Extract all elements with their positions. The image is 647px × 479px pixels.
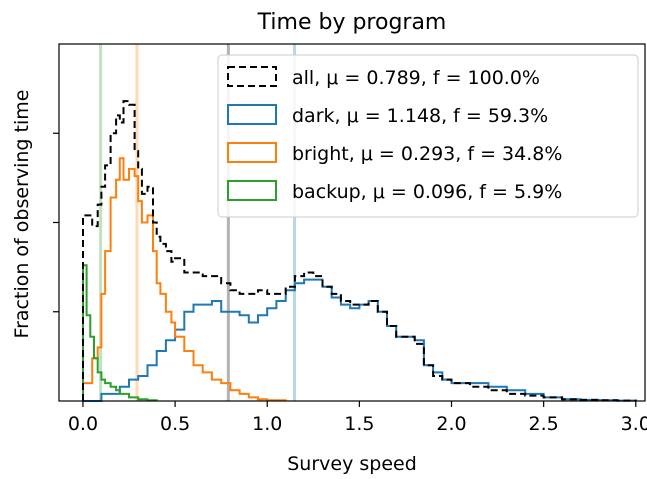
series-backup-step bbox=[82, 264, 158, 402]
x-tick-label: 0.0 bbox=[68, 413, 98, 435]
legend: all, μ = 0.789, f = 100.0% dark, μ = 1.14… bbox=[217, 54, 639, 218]
y-axis-label: Fraction of observing time bbox=[11, 90, 33, 339]
series-lines bbox=[82, 100, 637, 402]
x-axis-ticks: 0.0 0.5 1.0 1.5 2.0 2.5 3.0 bbox=[68, 401, 647, 435]
legend-swatch-backup bbox=[227, 180, 277, 201]
x-tick-label: 1.0 bbox=[252, 413, 282, 435]
y-axis-ticks bbox=[53, 132, 59, 313]
legend-label-dark: dark, μ = 1.148, f = 59.3% bbox=[292, 105, 548, 127]
legend-label-bright: bright, μ = 0.293, f = 34.8% bbox=[292, 143, 562, 165]
chart-title: Time by program bbox=[257, 10, 447, 35]
series-all-step bbox=[82, 100, 637, 402]
legend-label-all: all, μ = 0.789, f = 100.0% bbox=[292, 67, 540, 89]
legend-swatch-dark bbox=[227, 104, 277, 125]
x-tick-label: 3.0 bbox=[621, 413, 647, 435]
x-tick-label: 2.5 bbox=[529, 413, 559, 435]
legend-swatch-bright bbox=[227, 142, 277, 163]
x-tick-label: 1.5 bbox=[344, 413, 374, 435]
legend-box bbox=[217, 54, 639, 218]
x-tick-label: 0.5 bbox=[160, 413, 190, 435]
legend-swatch-all bbox=[227, 66, 277, 87]
x-axis-label: Survey speed bbox=[287, 453, 417, 475]
x-tick-label: 2.0 bbox=[436, 413, 466, 435]
legend-label-backup: backup, μ = 0.096, f = 5.9% bbox=[292, 181, 562, 203]
series-bright-step bbox=[82, 157, 287, 402]
